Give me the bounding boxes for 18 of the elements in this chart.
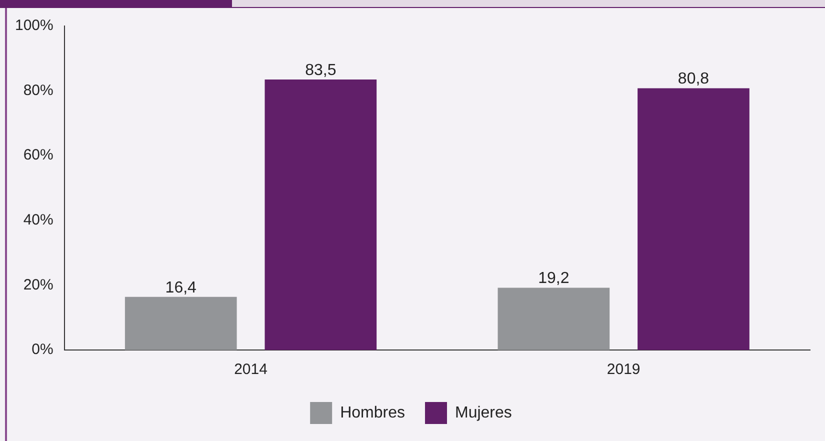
legend-label: Mujeres (455, 404, 512, 422)
y-tick-label: 100% (14, 17, 54, 34)
bar (124, 296, 237, 350)
data-label: 19,2 (538, 270, 570, 288)
data-label: 16,4 (165, 279, 197, 296)
x-tick-label: 2014 (234, 361, 268, 378)
y-tick-label: 0% (32, 341, 54, 358)
legend-label: Hombres (340, 404, 405, 422)
bar (638, 88, 750, 350)
y-tick-label: 60% (23, 146, 54, 164)
bar (498, 288, 610, 350)
y-tick-label: 20% (23, 276, 54, 294)
data-label: 80,8 (678, 70, 710, 88)
bar (264, 79, 377, 350)
y-tick-label: 40% (23, 212, 54, 229)
x-tick-label: 2019 (606, 361, 640, 378)
data-label: 83,5 (305, 62, 336, 79)
y-tick-label: 80% (23, 82, 54, 99)
